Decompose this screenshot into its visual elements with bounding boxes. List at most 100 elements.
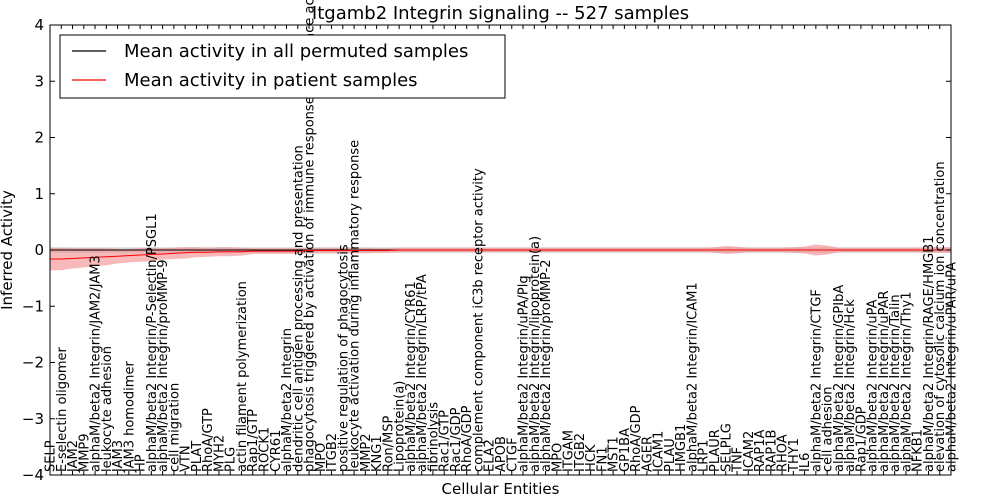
x-tick-label: PLAU [663,438,678,472]
x-tick-label: RhoA/GTP [201,408,216,472]
y-axis-ticks: −4 −3 −2 −1 0 1 2 3 4 [22,16,951,484]
x-tick-label: FN1 [595,447,610,472]
x-tick-label: alphaM/beta2 Integrin/uPAR [877,290,892,472]
x-tick-label: MYH2 [212,435,227,472]
x-tick-label: SELP [44,440,59,472]
x-tick-label: ICAM1 [652,431,667,472]
x-tick-label: Ron/MSP [381,416,396,472]
x-tick-label: JAM3 [111,440,126,473]
x-axis-label: Cellular Entities [442,480,560,498]
x-tick-label: alphaM/beta2 Integrin/CYR61 [404,281,419,472]
x-tick-label: alphaM/beta2 Integrin/lipoprotein(a) [528,236,543,472]
line-patient [50,249,951,260]
y-tick-label: −4 [22,466,44,484]
x-tick-label: PLG [224,447,239,472]
legend-label-patient: Mean activity in patient samples [124,70,418,91]
x-tick-label: HP [134,454,149,472]
x-tick-label: alphaM/beta2 Integrin/P-Selectin/PSGL1 [145,213,160,472]
x-tick-label: PLAT [190,441,205,472]
x-tick-label: phagocytosis triggered by activation of … [303,0,318,472]
x-tick-label: alphaM/beta2 Integrin/proMMP-2 [539,259,554,472]
x-tick-label: fibrinolysis [426,402,441,472]
x-tick-label: alphaM/beta2 Integrin/Thy1 [899,292,914,473]
x-tick-label: leukocyte adhesion [100,346,115,472]
x-tick-label: ITGB2 [573,433,588,472]
x-tick-label: PLAUR [708,429,723,472]
x-tick-label: JAM3 homodimer [122,361,137,473]
x-tick-label: positive regulation of phagocytosis [336,244,351,472]
x-tick-label: LRP1 [697,440,712,472]
x-tick-label: RhoA/GDP [629,405,644,472]
y-tick-label: 1 [34,185,44,203]
x-tick-label: MMP9 [77,433,92,472]
x-tick-label: Rac1/GTP [438,410,453,472]
x-tick-label: alphaM/beta2 Integrin/ICAM1 [685,282,700,472]
y-axis-label: Inferred Activity [0,190,16,310]
x-tick-label: HCK [584,444,599,472]
x-tick-label: alphaM/beta2 Integrin/uPA/Plg [517,275,532,472]
y-tick-label: 3 [34,72,44,90]
x-tick-label: dendritic cell antigen processing and pr… [291,145,306,472]
legend: Mean activity in all permuted samples Me… [59,34,506,99]
x-tick-label: Rac1/GDP [449,407,464,472]
x-tick-label: alphaM/beta2 Integrin/GPIbA [832,285,847,472]
x-tick-label: cell migration [167,383,182,472]
confidence-bands [50,244,951,271]
x-tick-label: HMGB1 [674,424,689,472]
x-tick-label: JAM2 [66,440,81,473]
x-tick-label: TNF [731,447,746,473]
x-tick-label: MPO [314,443,329,472]
x-tick-label: NFKB1 [911,429,926,472]
plot-frame [49,24,952,476]
x-tick-label: alphaM/beta2 Integrin/Talin [888,294,903,472]
x-tick-label: MPO [550,443,565,472]
x-tick-label: RHOA [776,434,791,472]
x-tick-label: ITGB2 [325,433,340,472]
x-tick-label: Rap1/GTP [246,409,261,472]
legend-box [59,34,506,99]
y-tick-label: −1 [22,297,44,315]
x-tick-label: alphaM/beta2 Integrin/RAGE/HMGB1 [922,236,937,472]
x-tick-label: RAP1A [753,429,768,472]
y-tick-label: −2 [22,354,44,372]
x-tick-label: ICAM2 [742,431,757,472]
x-tick-label: KNG1 [370,435,385,472]
y-tick-label: 2 [34,129,44,147]
band-patient [50,244,951,271]
x-tick-label: ELA2 [483,439,498,472]
x-tick-label: RhoA/GDP [460,405,475,472]
x-tick-label: MMP2 [359,433,374,472]
x-tick-label: complement component iC3b receptor activ… [471,168,486,472]
x-tick-label: elevation of cytosolic calcium ion conce… [933,161,948,472]
x-tick-label: actin filament polymerization [235,281,250,472]
x-tick-label: GP1BA [618,428,633,472]
x-tick-label: ITGAM [562,430,577,472]
x-tick-label: APOB [494,436,509,472]
x-tick-label: SELPLG [719,423,734,472]
chart-title: Itgamb2 Integrin signaling -- 527 sample… [312,3,689,24]
x-tick-label: ROCK1 [257,427,272,472]
x-tick-label: Rap1/GDP [854,406,869,472]
x-tick-label: THY1 [787,438,802,473]
x-tick-label: alphaM/beta2 Integrin/uPA [866,299,881,472]
x-tick-label: RAP1B [764,430,779,472]
x-tick-label: alphaM/beta2 Integrin [280,328,295,472]
x-tick-label: MST1 [607,436,622,472]
y-tick-label: 0 [34,241,44,259]
x-tick-label: VTN [179,445,194,472]
x-tick-label: alphaM/beta2 Integrin/LRP/tPA [415,274,430,472]
x-tick-label: alphaM/beta2 Integrin/JAM2/JAM3 [89,255,104,472]
x-tick-label: cell adhesion [821,386,836,472]
legend-label-permuted: Mean activity in all permuted samples [124,41,468,62]
y-tick-label: 4 [34,16,44,34]
x-tick-label: CYR61 [269,430,284,472]
x-tick-label: CTGF [505,437,520,472]
x-tick-label: alphaM/beta2 Integrin/uPAR/uPA [945,262,960,472]
x-tick-label: leukocyte activation during inflammatory… [348,140,363,472]
x-tick-label: alphaM/beta2 Integrin/CTGF [809,289,824,472]
y-tick-label: −3 [22,410,44,428]
x-tick-label: AGER [640,436,655,472]
x-tick-label: alphaM/beta2 Integrin/proMMP-9 [156,259,171,472]
